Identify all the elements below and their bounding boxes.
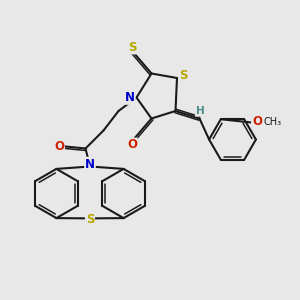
Text: O: O	[54, 140, 64, 153]
Text: O: O	[127, 138, 137, 152]
Text: N: N	[125, 91, 135, 104]
Text: S: S	[179, 69, 188, 82]
Text: H: H	[196, 106, 205, 116]
Text: S: S	[86, 213, 94, 226]
Text: N: N	[85, 158, 95, 171]
Text: S: S	[128, 40, 136, 54]
Text: CH₃: CH₃	[263, 117, 281, 127]
Text: O: O	[252, 115, 262, 128]
